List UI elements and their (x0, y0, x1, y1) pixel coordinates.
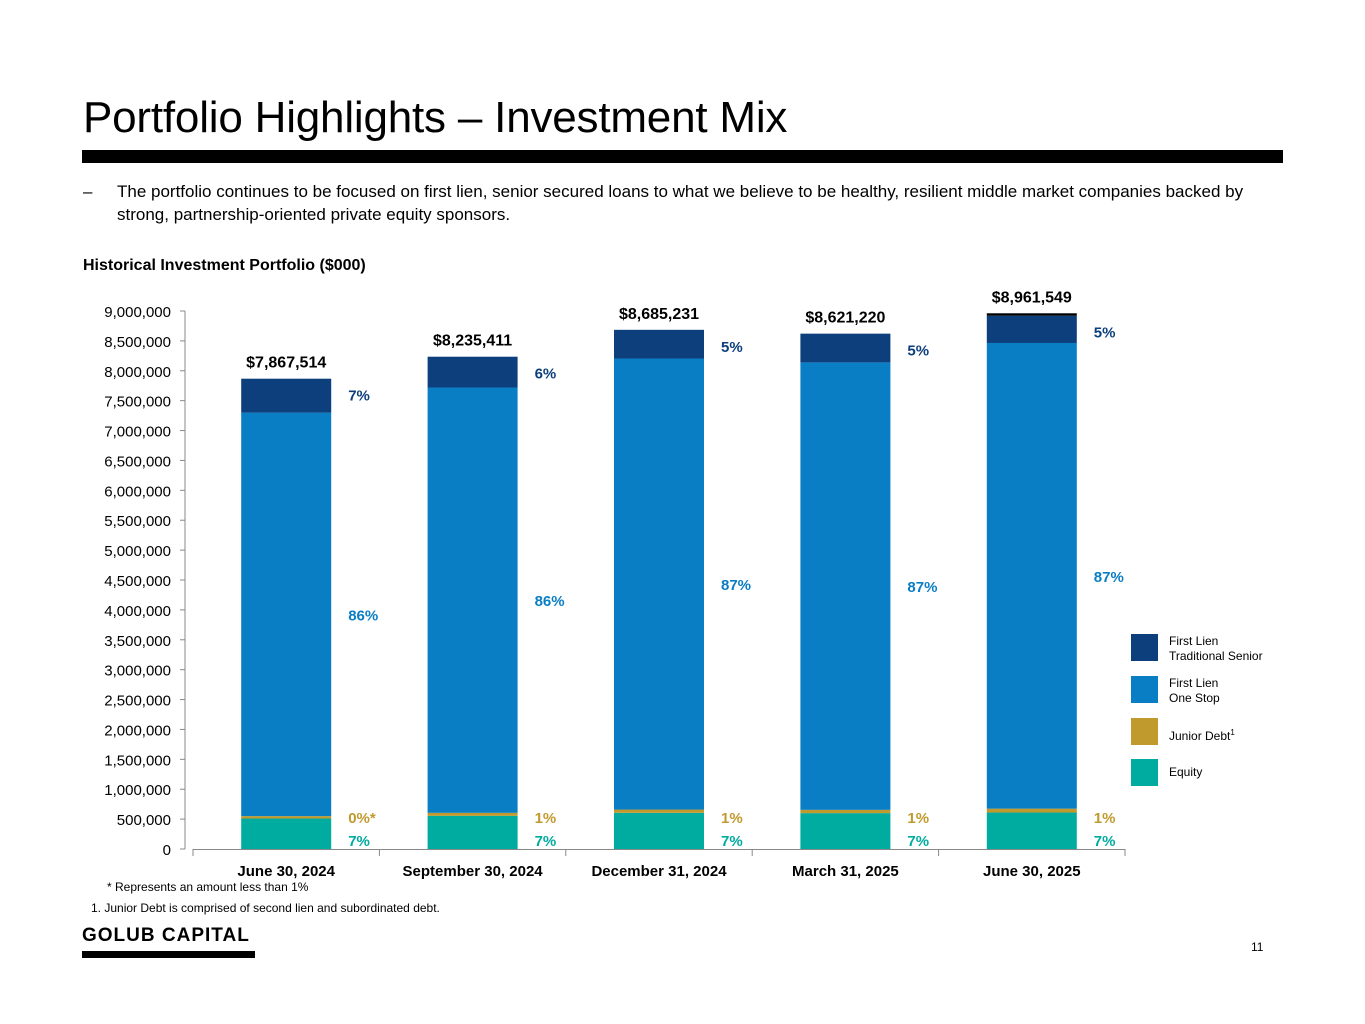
x-tick-label: September 30, 2024 (403, 863, 544, 880)
data-label-first-lien-one-stop: 87% (721, 577, 751, 594)
data-label-junior-debt: 0%* (348, 810, 376, 827)
y-tick-label: 5,500,000 (104, 513, 171, 530)
bar-segment-first-lien-one-stop (241, 412, 332, 817)
y-tick-label: 8,500,000 (104, 334, 171, 351)
data-label-first-lien-one-stop: 87% (1094, 569, 1124, 586)
y-tick-label: 1,500,000 (104, 752, 171, 769)
bar-segment-first-lien-traditional-senior (241, 378, 332, 413)
data-label-equity: 7% (348, 833, 370, 850)
x-tick-label: June 30, 2024 (237, 863, 335, 880)
data-label-first-lien-one-stop: 87% (907, 579, 937, 596)
bar-segment-junior-debt (427, 812, 518, 816)
bar-total-label: $7,867,514 (246, 355, 326, 372)
y-tick-label: 0 (163, 842, 171, 859)
y-tick-label: 4,500,000 (104, 573, 171, 590)
bar-total-label: $8,685,231 (619, 306, 699, 323)
bar-total-label: $8,235,411 (433, 333, 512, 350)
bar-segment-first-lien-traditional-senior (427, 356, 518, 388)
x-tick-label: December 31, 2024 (591, 863, 727, 880)
y-tick-label: 2,500,000 (104, 693, 171, 710)
y-tick-label: 2,000,000 (104, 722, 171, 739)
data-label-first-lien-one-stop: 86% (535, 593, 565, 610)
y-tick-label: 6,000,000 (104, 483, 171, 500)
data-label-equity: 7% (1094, 833, 1116, 850)
bar-segment-equity (427, 815, 518, 849)
data-label-equity: 7% (535, 833, 557, 850)
y-tick-label: 5,000,000 (104, 543, 171, 560)
legend-swatch-first-lien-one-stop (1131, 676, 1158, 703)
legend-label-junior-debt: Junior Debt1 (1169, 725, 1319, 744)
y-tick-label: 1,000,000 (104, 782, 171, 799)
bar-segment-first-lien-one-stop (986, 342, 1077, 809)
footnote-junior-debt: 1. Junior Debt is comprised of second li… (91, 901, 440, 915)
data-label-first-lien-traditional-senior: 5% (907, 343, 929, 360)
footnote-less-than-one-percent: * Represents an amount less than 1% (107, 880, 309, 894)
logo-underline (82, 951, 255, 958)
bar-segment-first-lien-one-stop (614, 358, 704, 810)
data-label-junior-debt: 1% (1094, 810, 1116, 827)
chart-subtitle: Historical Investment Portfolio ($000) (83, 257, 366, 274)
legend-label-first-lien-traditional-senior: First Lien Traditional Senior (1169, 634, 1263, 663)
legend-label-first-lien-one-stop: First Lien One Stop (1169, 676, 1220, 705)
data-label-junior-debt: 1% (907, 810, 929, 827)
data-label-junior-debt: 1% (721, 810, 743, 827)
bar-segment-first-lien-one-stop (427, 387, 518, 813)
bar-segment-equity (986, 812, 1077, 849)
y-tick-label: 7,500,000 (104, 394, 171, 411)
bar-segment-equity (800, 813, 891, 849)
bar-total-label: $8,621,220 (805, 310, 885, 327)
y-tick-label: 4,000,000 (104, 603, 171, 620)
legend-swatch-first-lien-traditional-senior (1131, 634, 1158, 661)
bar-segment-junior-debt (614, 809, 704, 813)
data-label-first-lien-traditional-senior: 6% (535, 366, 557, 383)
y-tick-label: 6,500,000 (104, 453, 171, 470)
bar-segment-first-lien-one-stop (800, 362, 891, 810)
bar-segment-first-lien-traditional-senior (800, 333, 891, 363)
y-tick-label: 3,500,000 (104, 633, 171, 650)
legend-swatch-junior-debt (1131, 718, 1158, 745)
bullet-dash: – (83, 182, 93, 201)
page-number: 11 (1251, 940, 1264, 954)
y-tick-label: 8,000,000 (104, 364, 171, 381)
y-tick-label: 3,000,000 (104, 663, 171, 680)
data-label-equity: 7% (721, 833, 743, 850)
page-title: Portfolio Highlights – Investment Mix (83, 93, 788, 142)
x-tick-label: June 30, 2025 (983, 863, 1081, 880)
bar-segment-first-lien-traditional-senior (986, 315, 1077, 343)
data-label-first-lien-one-stop: 86% (348, 607, 378, 624)
data-label-junior-debt: 1% (535, 810, 557, 827)
title-underline (82, 150, 1283, 163)
legend-label-equity: Equity (1169, 765, 1203, 779)
data-label-first-lien-traditional-senior: 7% (348, 388, 370, 405)
bar-segment-other (986, 313, 1077, 316)
x-tick-label: March 31, 2025 (792, 863, 899, 880)
bar-segment-equity (241, 818, 332, 849)
company-logo: GOLUB CAPITAL (82, 925, 250, 946)
data-label-first-lien-traditional-senior: 5% (721, 339, 743, 356)
legend-footnote-marker: 1 (1230, 728, 1235, 737)
bar-segment-junior-debt (800, 809, 891, 814)
legend-label-junior-debt-text: Junior Debt (1169, 729, 1231, 743)
data-label-equity: 7% (907, 833, 929, 850)
y-tick-label: 500,000 (117, 812, 171, 829)
bar-segment-junior-debt (986, 808, 1077, 813)
y-tick-label: 7,000,000 (104, 424, 171, 441)
data-label-first-lien-traditional-senior: 5% (1094, 325, 1116, 342)
bar-segment-first-lien-traditional-senior (614, 329, 704, 359)
intro-bullet: – The portfolio continues to be focused … (83, 180, 1263, 226)
y-tick-label: 9,000,000 (104, 304, 171, 321)
bar-segment-junior-debt (241, 816, 332, 819)
bar-total-label: $8,961,549 (992, 289, 1072, 306)
bullet-text: The portfolio continues to be focused on… (117, 182, 1244, 224)
bar-segment-equity (614, 812, 704, 849)
legend-swatch-equity (1131, 759, 1158, 786)
